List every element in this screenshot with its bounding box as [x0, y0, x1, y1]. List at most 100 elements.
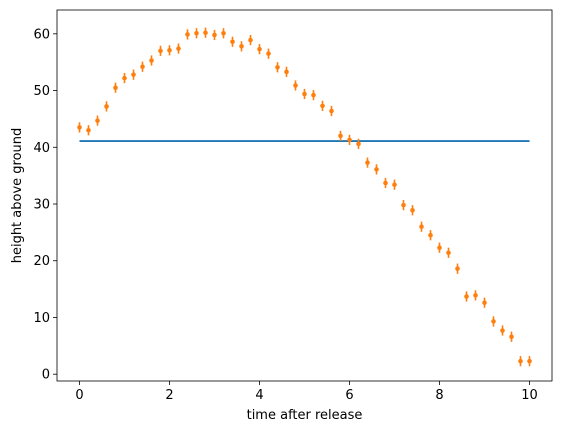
data-marker	[266, 51, 271, 56]
data-marker	[419, 224, 424, 230]
data-marker	[257, 46, 262, 52]
x-tick-label: 2	[165, 388, 173, 403]
data-point	[356, 138, 361, 149]
data-marker	[176, 46, 181, 51]
data-marker	[446, 250, 451, 256]
data-point	[167, 45, 172, 56]
data-point	[122, 72, 127, 84]
data-marker	[482, 300, 487, 306]
data-point	[365, 157, 370, 168]
data-marker	[149, 58, 154, 63]
data-point	[419, 221, 424, 232]
data-marker	[302, 91, 307, 97]
data-point	[149, 55, 154, 66]
data-point	[500, 325, 505, 336]
data-marker	[293, 83, 298, 88]
data-point	[257, 44, 262, 55]
axes-frame	[56, 9, 553, 382]
plot-area	[77, 27, 532, 367]
data-marker	[383, 180, 388, 186]
x-tick-label: 8	[435, 388, 443, 403]
data-point	[374, 164, 379, 175]
y-tick-label: 60	[33, 27, 50, 42]
data-marker	[500, 328, 505, 333]
data-marker	[509, 334, 514, 340]
data-point	[230, 36, 235, 47]
data-point	[158, 45, 163, 56]
data-point	[185, 29, 190, 40]
data-marker	[374, 167, 379, 172]
data-point	[446, 247, 451, 258]
data-point	[464, 291, 469, 302]
y-tick-label: 50	[33, 84, 50, 99]
axes: 0 2 4 6 8 10 0 10 20 30 40 50 60	[33, 9, 553, 403]
data-marker	[86, 127, 91, 133]
data-marker	[77, 125, 82, 130]
data-marker	[158, 48, 163, 54]
data-point	[347, 134, 352, 146]
data-marker	[104, 104, 109, 109]
data-point	[77, 122, 82, 133]
data-marker	[311, 92, 316, 98]
data-point	[95, 115, 100, 126]
data-point	[194, 28, 199, 39]
data-point	[275, 62, 280, 73]
data-marker	[203, 30, 208, 35]
data-marker	[473, 293, 478, 298]
data-marker	[464, 294, 469, 299]
data-point	[140, 61, 145, 72]
data-point	[203, 27, 208, 38]
data-marker	[131, 72, 136, 77]
x-tick-label: 4	[255, 388, 263, 403]
data-marker	[527, 358, 532, 364]
data-point	[221, 28, 226, 39]
data-marker	[428, 232, 433, 238]
data-marker	[185, 32, 190, 37]
data-marker	[392, 182, 397, 188]
data-marker	[401, 202, 406, 208]
data-marker	[212, 32, 217, 38]
data-marker	[95, 118, 100, 123]
data-point	[527, 356, 532, 367]
data-point	[383, 177, 388, 189]
data-point	[302, 88, 307, 100]
data-point	[86, 125, 91, 136]
data-marker	[239, 44, 244, 49]
data-point	[509, 331, 514, 342]
data-point	[131, 69, 136, 80]
x-tick-label: 10	[521, 388, 538, 403]
data-marker	[275, 64, 280, 70]
x-axis-label: time after release	[247, 408, 363, 423]
data-marker	[356, 141, 361, 147]
data-marker	[230, 39, 235, 45]
data-marker	[347, 137, 352, 143]
data-point	[392, 179, 397, 190]
y-tick-label: 0	[42, 368, 50, 383]
data-marker	[410, 207, 415, 213]
data-marker	[518, 358, 523, 364]
data-point	[104, 101, 109, 112]
data-point	[482, 297, 487, 308]
data-marker	[338, 133, 343, 139]
data-marker	[248, 37, 253, 43]
data-point	[428, 230, 433, 241]
data-point	[311, 89, 316, 101]
data-marker	[122, 75, 127, 81]
data-marker	[365, 160, 370, 165]
data-marker	[167, 47, 172, 53]
data-marker	[329, 108, 334, 114]
data-point	[248, 34, 253, 46]
x-tick-label: 0	[75, 388, 83, 403]
data-point	[437, 242, 442, 253]
data-point	[473, 290, 478, 301]
data-marker	[194, 30, 199, 36]
data-point	[338, 130, 343, 142]
data-marker	[113, 85, 118, 91]
data-point	[329, 105, 334, 117]
data-marker	[140, 64, 145, 70]
y-tick-label: 30	[33, 198, 50, 213]
y-tick-label: 40	[33, 141, 50, 156]
data-point	[239, 41, 244, 52]
data-marker	[284, 69, 289, 75]
